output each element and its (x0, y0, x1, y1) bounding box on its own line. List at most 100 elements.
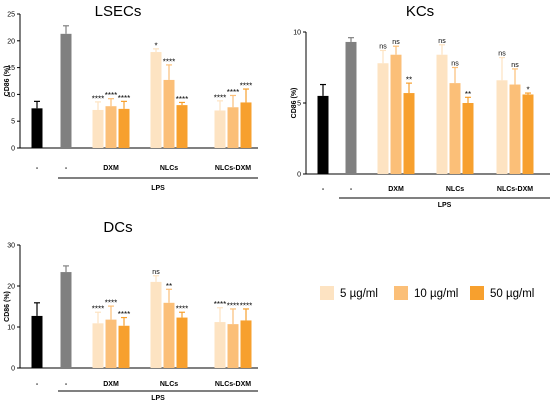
x-category-label: DXM (388, 186, 404, 193)
significance-label: ns (498, 51, 506, 58)
bar-c10 (105, 319, 117, 368)
x-category-label: DXM (103, 165, 119, 172)
significance-label: ns (152, 269, 160, 276)
y-tick-label: 10 (293, 30, 301, 37)
bar-c10 (390, 54, 402, 174)
significance-label: **** (214, 300, 226, 309)
legend-swatch-c50 (470, 286, 484, 300)
significance-label: **** (176, 95, 188, 104)
legend: 5 µg/ml 10 µg/ml 50 µg/ml (320, 286, 534, 300)
significance-label: **** (163, 57, 175, 66)
bar-c10 (227, 324, 239, 368)
significance-label: **** (105, 91, 117, 100)
bar-c5 (92, 323, 104, 368)
significance-label: ns (511, 62, 519, 69)
bar-c5 (214, 110, 226, 148)
significance-label: **** (92, 94, 104, 103)
legend-swatch-c10 (394, 286, 408, 300)
y-axis-label: CD86 (%) (291, 88, 298, 119)
significance-label: **** (92, 305, 104, 314)
lps-label: LPS (438, 202, 452, 209)
lps-label: LPS (151, 185, 165, 192)
significance-label: **** (118, 94, 130, 103)
x-category-label: - (36, 165, 39, 172)
significance-label: **** (240, 82, 252, 91)
legend-label: 10 µg/ml (414, 288, 458, 300)
y-tick-label: 20 (7, 284, 15, 291)
y-tick-label: 5 (11, 119, 15, 126)
y-tick-label: 25 (7, 12, 15, 19)
bar-c10 (105, 106, 117, 148)
chart-title: DCs (103, 219, 132, 236)
y-tick-label: 10 (7, 325, 15, 332)
bar-control (31, 315, 43, 368)
x-category-label: NLCs (446, 186, 464, 193)
bar-c50 (403, 93, 415, 174)
y-tick-label: 0 (11, 146, 15, 153)
y-tick-label: 30 (7, 243, 15, 250)
x-category-label: - (65, 165, 68, 172)
legend-swatch-c5 (320, 286, 334, 300)
bar-c50 (240, 102, 252, 148)
bar-c50 (118, 108, 130, 148)
bar-control (317, 95, 329, 174)
significance-label: ** (465, 90, 471, 99)
significance-label: **** (227, 88, 239, 97)
bar-c5 (214, 322, 226, 368)
x-category-label: NLCs (160, 381, 178, 388)
bar-c50 (462, 103, 474, 174)
significance-label: ns (392, 39, 400, 46)
bar-c5 (496, 80, 508, 174)
bar-lps (60, 272, 72, 368)
significance-label: ns (451, 61, 459, 68)
lps-label: LPS (151, 395, 165, 402)
y-axis-label: CD86 (%) (4, 66, 11, 97)
legend-label: 50 µg/ml (490, 288, 534, 300)
x-category-label: - (36, 381, 39, 388)
chart-title: KCs (406, 3, 434, 20)
y-tick-label: 0 (11, 366, 15, 373)
x-category-label: - (65, 381, 68, 388)
significance-label: ns (379, 43, 387, 50)
y-tick-label: 0 (297, 172, 301, 179)
bar-c50 (176, 317, 188, 368)
significance-label: **** (176, 305, 188, 314)
y-tick-label: 15 (7, 65, 15, 72)
bar-c10 (227, 107, 239, 148)
significance-label: **** (214, 93, 226, 102)
x-category-label: NLCs (160, 165, 178, 172)
legend-label: 5 µg/ml (340, 288, 378, 300)
bar-c5 (436, 54, 448, 174)
bar-c10 (163, 79, 175, 148)
x-category-label: DXM (103, 381, 119, 388)
y-tick-label: 5 (297, 101, 301, 108)
significance-label: ** (406, 76, 412, 85)
significance-label: **** (105, 299, 117, 308)
bar-c5 (377, 63, 389, 174)
bar-c50 (522, 94, 534, 174)
bar-c10 (509, 84, 521, 174)
significance-label: * (526, 86, 529, 95)
bar-control (31, 108, 43, 148)
bar-c5 (92, 109, 104, 148)
x-category-label: NLCs-DXM (497, 186, 533, 193)
y-tick-label: 10 (7, 92, 15, 99)
bar-lps (60, 33, 72, 148)
bar-c10 (163, 302, 175, 368)
significance-label: ** (166, 282, 172, 291)
significance-label: **** (227, 301, 239, 310)
y-tick-label: 20 (7, 38, 15, 45)
significance-label: * (154, 41, 157, 50)
significance-label: ns (438, 38, 446, 45)
significance-label: **** (118, 310, 130, 319)
x-category-label: - (322, 186, 325, 193)
x-category-label: - (350, 186, 353, 193)
bar-c5 (150, 52, 162, 148)
significance-label: **** (240, 301, 252, 310)
y-axis-label: CD86 (%) (4, 291, 11, 322)
x-category-label: NLCs-DXM (215, 381, 251, 388)
